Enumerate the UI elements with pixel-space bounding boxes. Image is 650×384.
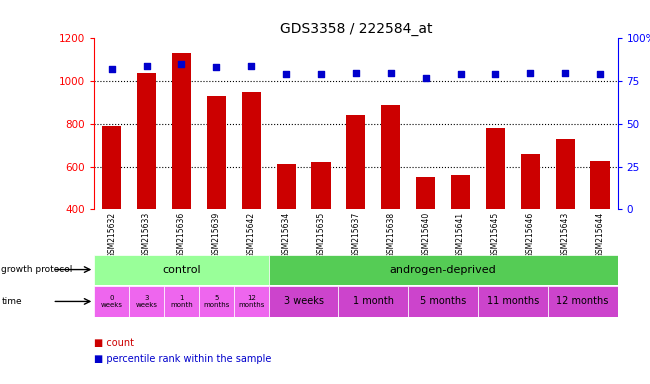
Text: GSM215644: GSM215644	[595, 212, 604, 258]
Bar	[268, 286, 339, 317]
Bar	[129, 286, 164, 317]
Bar	[590, 161, 610, 295]
Point	[490, 71, 501, 77]
Text: GSM215632: GSM215632	[107, 212, 116, 258]
Bar	[234, 286, 268, 317]
Point	[421, 74, 431, 81]
Bar	[199, 286, 234, 317]
Bar	[94, 255, 268, 285]
Text: GSM215636: GSM215636	[177, 212, 186, 258]
Bar	[94, 286, 129, 317]
Point	[211, 65, 222, 71]
Bar	[381, 104, 400, 295]
Text: 5
months: 5 months	[203, 295, 229, 308]
Bar	[164, 286, 199, 317]
Text: ■ percentile rank within the sample: ■ percentile rank within the sample	[94, 354, 272, 364]
Point	[176, 61, 187, 67]
Text: GSM215640: GSM215640	[421, 212, 430, 258]
Point	[281, 71, 291, 77]
Bar	[548, 286, 617, 317]
Point	[385, 70, 396, 76]
Text: GSM215641: GSM215641	[456, 212, 465, 258]
Text: GSM215637: GSM215637	[352, 212, 360, 258]
Point	[455, 71, 465, 77]
Text: control: control	[162, 265, 201, 275]
Point	[595, 71, 605, 77]
Point	[560, 70, 571, 76]
Text: GSM215643: GSM215643	[561, 212, 569, 258]
Text: 1
month: 1 month	[170, 295, 193, 308]
Bar	[416, 177, 436, 295]
Text: 3
weeks: 3 weeks	[136, 295, 157, 308]
Text: growth protocol: growth protocol	[1, 265, 73, 274]
Bar	[311, 162, 331, 295]
Point	[246, 63, 256, 69]
Point	[316, 71, 326, 77]
Text: 5 months: 5 months	[420, 296, 466, 306]
Point	[107, 66, 117, 72]
Bar	[268, 255, 618, 285]
Bar	[486, 128, 505, 295]
Text: ■ count: ■ count	[94, 338, 135, 348]
Text: GSM215639: GSM215639	[212, 212, 221, 258]
Text: 0
weeks: 0 weeks	[101, 295, 123, 308]
Bar	[451, 175, 470, 295]
Bar	[556, 139, 575, 295]
Bar	[521, 154, 540, 295]
Bar	[339, 286, 408, 317]
Bar	[102, 126, 122, 295]
Text: GSM215645: GSM215645	[491, 212, 500, 258]
Text: GSM215646: GSM215646	[526, 212, 535, 258]
Text: GSM215633: GSM215633	[142, 212, 151, 258]
Text: 12 months: 12 months	[556, 296, 609, 306]
Text: GSM215642: GSM215642	[247, 212, 255, 258]
Text: GSM215635: GSM215635	[317, 212, 326, 258]
Text: 3 weeks: 3 weeks	[283, 296, 324, 306]
Title: GDS3358 / 222584_at: GDS3358 / 222584_at	[280, 22, 432, 36]
Bar	[276, 164, 296, 295]
Point	[351, 70, 361, 76]
Text: 12
months: 12 months	[238, 295, 265, 308]
Point	[525, 70, 536, 76]
Bar	[172, 53, 191, 295]
Bar	[207, 96, 226, 295]
Text: 11 months: 11 months	[487, 296, 539, 306]
Text: 1 month: 1 month	[353, 296, 394, 306]
Bar	[478, 286, 548, 317]
Bar	[137, 73, 156, 295]
Point	[141, 63, 151, 69]
Text: GSM215638: GSM215638	[386, 212, 395, 258]
Bar	[242, 92, 261, 295]
Bar	[408, 286, 478, 317]
Text: GSM215634: GSM215634	[281, 212, 291, 258]
Text: time: time	[1, 297, 22, 306]
Text: androgen-deprived: androgen-deprived	[390, 265, 497, 275]
Bar	[346, 115, 365, 295]
